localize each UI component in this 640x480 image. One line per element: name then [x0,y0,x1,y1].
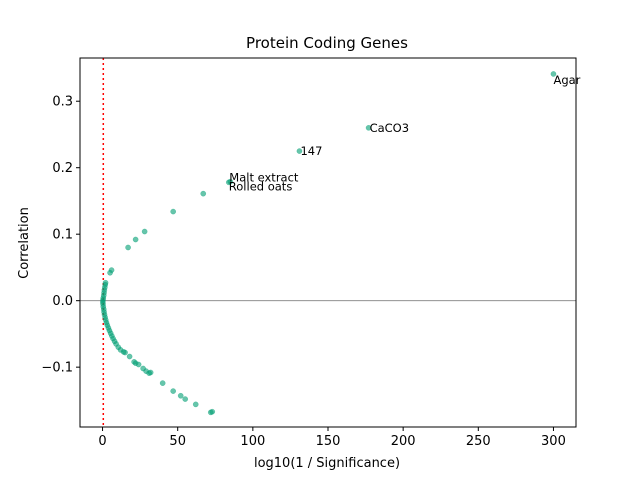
y-tick-label: 0.2 [52,161,73,176]
x-axis: 0 50 100 150 200 250 300 [98,427,566,449]
x-tick-label: 150 [316,434,341,449]
data-point [126,353,133,360]
data-point [192,401,199,408]
x-axis-label: log10(1 / Significance) [254,456,400,471]
chart-title: Protein Coding Genes [246,34,408,52]
y-axis-label: Correlation [17,207,32,279]
y-tick-label: 0.1 [52,228,73,243]
data-point [296,148,303,154]
data-point [225,179,232,186]
x-tick-label: 200 [391,434,416,449]
data-point [170,208,176,215]
point-annotation: 147 [300,144,322,158]
data-point [141,228,148,235]
y-tick-label: 0.0 [52,294,73,309]
x-tick-label: 0 [98,434,106,449]
data-point [132,236,139,243]
x-tick-label: 50 [169,434,186,449]
data-point [107,269,113,276]
data-point [550,71,557,77]
data-point [182,396,189,402]
data-point [125,244,131,251]
y-tick-label: −0.1 [41,361,73,376]
point-annotation: Malt extract [229,171,299,185]
data-point [365,125,372,131]
data-point [159,380,166,386]
data-point [209,408,216,415]
x-tick-label: 300 [541,434,566,449]
data-point [147,369,154,376]
point-annotation: Rolled oats [229,179,293,193]
point-annotation: Agar [553,73,580,87]
data-point [177,392,184,399]
data-point [170,388,176,394]
data-point [135,361,142,368]
x-tick-label: 250 [466,434,491,449]
data-point [122,349,128,356]
y-tick-label: 0.3 [52,95,73,110]
point-annotation: CaCO3 [370,121,409,135]
data-point [200,190,207,197]
x-tick-label: 100 [240,434,265,449]
plot-content [80,58,576,427]
y-axis: −0.1 0.0 0.1 0.2 0.3 [41,95,80,376]
